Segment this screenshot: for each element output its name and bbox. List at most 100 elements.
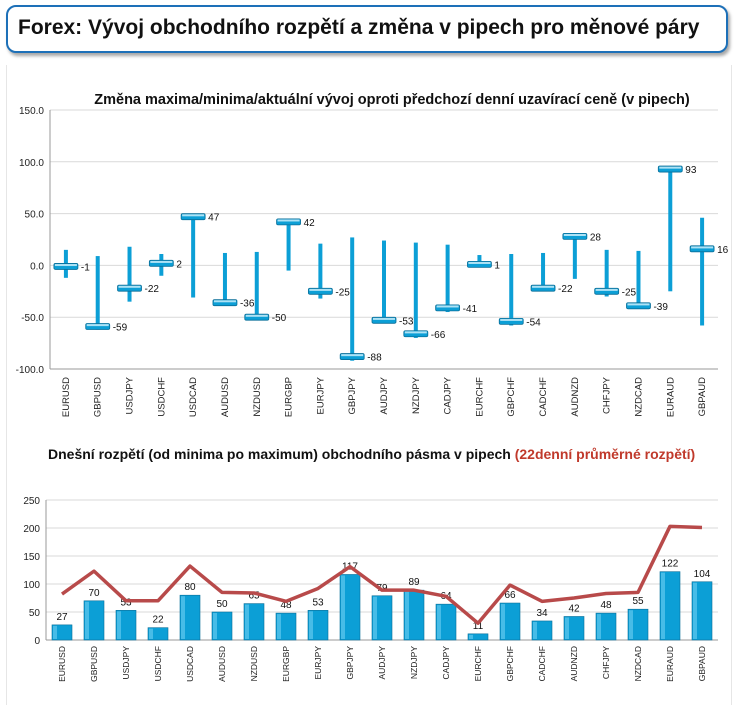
range-bar-cadjpy bbox=[445, 244, 450, 313]
chart1-x-label-eurchf: EURCHF bbox=[474, 377, 485, 417]
current-value-label: 16 bbox=[717, 245, 729, 256]
chart2-x-label-cadjpy: CADJPY bbox=[441, 646, 451, 680]
spread-value-label: 89 bbox=[408, 577, 420, 588]
chart2-y-tick: 0 bbox=[34, 636, 40, 647]
chart2-x-label-gbpchf: GBPCHF bbox=[505, 646, 515, 681]
chart1-x-label-gbpchf: GBPCHF bbox=[506, 377, 517, 417]
chart1-x-label-chfjpy: CHFJPY bbox=[602, 376, 613, 414]
chart2-y-tick: 200 bbox=[23, 524, 40, 535]
current-marker-highlight bbox=[404, 331, 427, 334]
spread-value-label: 22 bbox=[152, 615, 164, 626]
spread-chart: Dnešní rozpětí (od minima po maximum) ob… bbox=[23, 446, 718, 682]
range-chart: Změna maxima/minima/aktuální vývoj oprot… bbox=[16, 92, 729, 417]
chart2-x-label-audusd: AUDUSD bbox=[217, 646, 227, 682]
current-marker-highlight bbox=[54, 264, 77, 267]
range-bar-nzdcad bbox=[636, 250, 641, 309]
spread-bar-highlight bbox=[533, 621, 537, 639]
spread-value-label: 27 bbox=[56, 612, 68, 623]
current-marker-highlight bbox=[595, 288, 618, 291]
current-value-label: -59 bbox=[113, 323, 128, 334]
chart1-y-tick: 50.0 bbox=[25, 210, 45, 221]
charts-panel bbox=[6, 65, 732, 705]
chart2-x-label-nzdusd: NZDUSD bbox=[249, 646, 259, 681]
chart1-x-label-audusd: AUDUSD bbox=[220, 377, 231, 417]
range-bar-euraud bbox=[668, 165, 673, 292]
chart2-x-label-eurusd: EURUSD bbox=[57, 646, 67, 682]
spread-value-label: 34 bbox=[536, 608, 548, 619]
current-marker-highlight bbox=[277, 219, 300, 222]
spread-bar-highlight bbox=[53, 625, 57, 639]
spread-bar-highlight bbox=[629, 610, 633, 639]
current-value-label: -88 bbox=[367, 353, 382, 364]
chart1-x-label-usdjpy: USDJPY bbox=[125, 376, 136, 414]
current-marker-highlight bbox=[150, 260, 173, 263]
spread-bar-highlight bbox=[501, 604, 505, 639]
spread-value-label: 48 bbox=[600, 600, 612, 611]
chart1-x-label-euraud: EURAUD bbox=[665, 377, 676, 417]
range-bar-gbpusd bbox=[95, 256, 100, 330]
range-bar-gbpaud bbox=[700, 217, 705, 326]
spread-value-label: 122 bbox=[662, 559, 679, 570]
spread-bar-highlight bbox=[181, 596, 185, 639]
spread-value-label: 50 bbox=[216, 599, 228, 610]
chart1-y-tick: 100.0 bbox=[19, 158, 44, 169]
chart1-x-label-eurjpy: EURJPY bbox=[315, 376, 326, 414]
spread-value-label: 48 bbox=[280, 600, 292, 611]
current-value-label: 93 bbox=[685, 165, 697, 176]
current-marker-highlight bbox=[500, 318, 523, 321]
chart1-x-label-nzdcad: NZDCAD bbox=[633, 377, 644, 417]
spread-bar-highlight bbox=[437, 605, 441, 639]
chart2-x-label-nzdjpy: NZDJPY bbox=[409, 646, 419, 679]
chart2-x-label-gbpusd: GBPUSD bbox=[89, 646, 99, 682]
chart1-x-label-gbpusd: GBPUSD bbox=[93, 377, 104, 417]
spread-bar-highlight bbox=[661, 572, 665, 639]
chart2-x-label-eurchf: EURCHF bbox=[473, 646, 483, 681]
spread-value-label: 104 bbox=[694, 569, 711, 580]
spread-bar-highlight bbox=[213, 613, 217, 639]
chart2-x-label-gbpjpy: GBPJPY bbox=[345, 646, 355, 680]
chart2-y-tick: 100 bbox=[23, 580, 40, 591]
chart1-y-tick: -100.0 bbox=[16, 365, 45, 376]
current-marker-highlight bbox=[691, 246, 714, 249]
range-bar-eurgbp bbox=[286, 221, 291, 271]
chart2-x-label-euraud: EURAUD bbox=[665, 646, 675, 682]
chart1-x-label-usdcad: USDCAD bbox=[188, 377, 199, 417]
range-bar-gbpchf bbox=[509, 254, 514, 326]
chart2-x-label-usdjpy: USDJPY bbox=[121, 646, 131, 680]
current-marker-highlight bbox=[563, 233, 586, 236]
range-bar-audusd bbox=[222, 252, 227, 305]
chart1-x-label-nzdusd: NZDUSD bbox=[252, 377, 263, 417]
spread-value-label: 66 bbox=[504, 590, 516, 601]
spread-value-label: 42 bbox=[568, 603, 580, 614]
chart1-x-label-gbpaud: GBPAUD bbox=[697, 377, 708, 417]
current-marker-highlight bbox=[373, 317, 395, 320]
header-banner: Forex: Vývoj obchodního rozpětí a změna … bbox=[6, 5, 728, 53]
spread-bar-highlight bbox=[469, 634, 473, 639]
chart1-y-tick: 150.0 bbox=[19, 106, 44, 117]
chart2-x-label-chfjpy: CHFJPY bbox=[601, 646, 611, 679]
current-value-label: -53 bbox=[399, 316, 414, 327]
chart1-y-tick: -50.0 bbox=[21, 313, 44, 324]
current-marker-highlight bbox=[118, 285, 141, 288]
current-value-label: 47 bbox=[208, 213, 220, 224]
chart2-y-tick: 250 bbox=[23, 496, 40, 507]
current-value-label: 2 bbox=[176, 259, 182, 270]
current-marker-highlight bbox=[659, 166, 682, 169]
range-bar-audnzd bbox=[572, 234, 577, 279]
spread-bar-highlight bbox=[245, 604, 249, 639]
current-marker-highlight bbox=[182, 214, 205, 217]
current-value-label: 28 bbox=[590, 232, 602, 243]
chart1-x-label-eurgbp: EURGBP bbox=[284, 377, 295, 417]
chart2-title: Dnešní rozpětí (od minima po maximum) ob… bbox=[48, 446, 695, 462]
spread-bar-highlight bbox=[373, 596, 377, 639]
current-value-label: -22 bbox=[558, 284, 573, 295]
current-value-label: -39 bbox=[653, 302, 668, 313]
range-bar-gbpjpy bbox=[350, 237, 355, 361]
spread-bar-highlight bbox=[277, 614, 281, 639]
range-bar-eurjpy bbox=[318, 243, 323, 299]
chart1-x-label-cadjpy: CADJPY bbox=[443, 376, 454, 414]
chart2-title-main: Dnešní rozpětí (od minima po maximum) ob… bbox=[48, 446, 515, 462]
chart2-x-label-audnzd: AUDNZD bbox=[569, 646, 579, 681]
chart1-y-tick: 0.0 bbox=[30, 261, 44, 272]
range-bar-nzdusd bbox=[254, 251, 259, 320]
